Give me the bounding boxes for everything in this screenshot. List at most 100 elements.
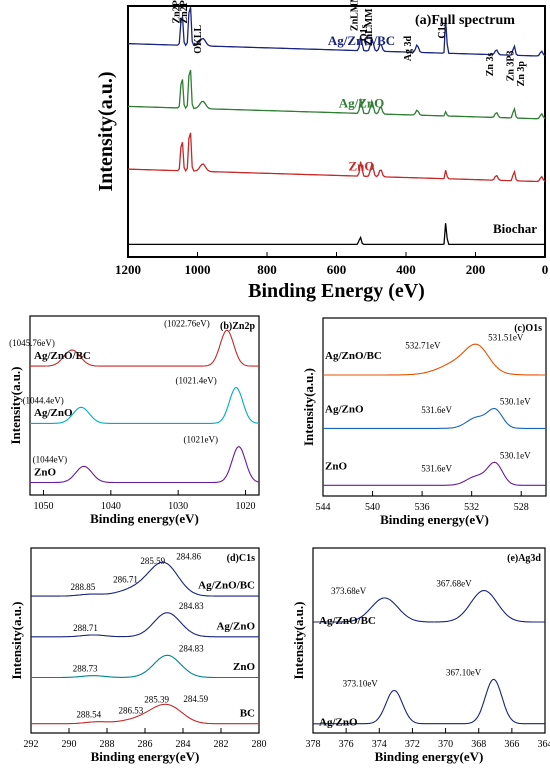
series-label-Ag/ZnO: Ag/ZnO xyxy=(325,403,364,415)
peak-label: Zn 3s xyxy=(485,53,496,77)
series-line-Biochar xyxy=(128,223,545,246)
x-tick-label: 378 xyxy=(306,739,321,750)
peak-label: O1s xyxy=(359,24,370,41)
x-tick-label: 800 xyxy=(257,262,277,277)
x-tick-label: 1020 xyxy=(236,501,256,512)
peak-label: 531.51eV xyxy=(488,333,524,343)
x-axis-label: Binding energy(eV) xyxy=(91,749,200,764)
series-label-BC: BC xyxy=(240,707,255,719)
series-line-Ag/ZnO/BC xyxy=(31,561,259,597)
peak-label: Ag 3d xyxy=(403,35,414,61)
series-line-ZnO xyxy=(31,654,259,679)
x-tick-label: 536 xyxy=(415,502,430,513)
series-line-ZnO xyxy=(323,461,546,486)
peak-label: Zn2P1 xyxy=(171,0,182,24)
x-tick-label: 400 xyxy=(396,262,416,277)
x-tick-label: 1030 xyxy=(168,501,188,512)
x-tick-label: 368 xyxy=(471,739,486,750)
peak-label: 367.10eV xyxy=(446,667,482,677)
x-axis-label: Binding Energy (eV) xyxy=(248,280,425,302)
x-tick-label: 0 xyxy=(542,262,549,277)
peak-label: 288.54 xyxy=(76,710,101,720)
peak-label: 530.1eV xyxy=(500,397,531,407)
x-tick-label: 292 xyxy=(24,739,39,750)
peak-label: (1044.4eV) xyxy=(23,395,64,405)
x-tick-label: 374 xyxy=(372,739,387,750)
series-line-Ag/ZnO xyxy=(30,387,260,424)
chart-title: (a)Full spectrum xyxy=(415,13,515,28)
series-line-Ag/ZnO xyxy=(323,407,546,429)
series-label-Ag/ZnO/BC: Ag/ZnO/BC xyxy=(319,615,376,627)
peak-label: ZnLMM xyxy=(364,8,375,46)
peak-label: 530.1eV xyxy=(500,450,531,460)
series-label-ZnO: ZnO xyxy=(325,460,347,472)
chart-title: (e)Ag3d xyxy=(507,553,541,564)
y-axis-label: Intensity(a.u.) xyxy=(95,71,117,191)
series-label-Ag/ZnO/BC: Ag/ZnO/BC xyxy=(34,350,91,362)
peak-label: 285.59 xyxy=(140,556,165,566)
peak-label: 286.53 xyxy=(119,705,144,715)
series-label-Ag/ZnO: Ag/ZnO xyxy=(216,620,255,632)
x-axis-label: Binding energy(eV) xyxy=(380,512,489,527)
x-tick-label: 540 xyxy=(365,502,380,513)
y-axis-label: Intensity(a.u.) xyxy=(301,368,316,446)
x-tick-label: 1040 xyxy=(101,501,121,512)
peak-label: 284.83 xyxy=(179,601,204,611)
panel-3: 544 540 536 532 528 Ag/ZnO/BC Ag/ZnO ZnO (c)O1s B… xyxy=(301,317,547,527)
x-tick-label: 1000 xyxy=(185,262,211,277)
peak-label: Zn 3P3 xyxy=(506,50,517,81)
x-tick-label: 280 xyxy=(252,739,267,750)
peak-label: 286.71 xyxy=(113,575,138,585)
chart-title: (d)C1s xyxy=(227,553,255,564)
peak-label: 531.6eV xyxy=(421,463,452,473)
x-tick-label: 532 xyxy=(464,502,479,513)
series-label-Ag/ZnO/BC: Ag/ZnO/BC xyxy=(328,33,395,48)
series-line-BC xyxy=(31,703,259,725)
peak-label: 285.39 xyxy=(144,694,169,704)
series-label-Ag/ZnO: Ag/ZnO xyxy=(34,407,73,419)
peak-label: Zn2P3 xyxy=(179,0,190,24)
series-line-Ag/ZnO xyxy=(313,678,545,725)
y-axis-label: Intensity(a.u.) xyxy=(9,601,24,679)
series-line-ZnO xyxy=(128,132,546,183)
panel-5: 378 376 374 372 370 368 366 364 Ag/ZnO/BC Ag/ZnO (… xyxy=(291,547,550,764)
x-tick-label: 286 xyxy=(138,739,153,750)
plot-frame xyxy=(322,317,547,497)
peak-label: 288.71 xyxy=(73,623,98,633)
series-label-ZnO: ZnO xyxy=(233,661,255,673)
series-label-ZnO: ZnO xyxy=(349,158,375,173)
x-tick-label: 290 xyxy=(62,739,77,750)
peak-label: 532.71eV xyxy=(405,341,441,351)
x-tick-label: 200 xyxy=(466,262,486,277)
peak-label: 373.10eV xyxy=(343,678,379,688)
peak-label: Zn 3p xyxy=(516,61,527,87)
y-axis-label: Intensity(a.u.) xyxy=(291,601,306,679)
panel-2: 1050 1040 1030 1020 Ag/ZnO/BC Ag/ZnO ZnO (b)Zn2… xyxy=(8,315,260,526)
peak-label: ZnLMM xyxy=(349,0,360,31)
panel-1: 1200 1000 800 600 400 200 0 Ag/ZnO/BC Ag/ZnO ZnO B… xyxy=(95,0,548,302)
peak-label: (1044eV) xyxy=(33,454,68,464)
series-label-ZnO: ZnO xyxy=(34,466,56,478)
x-tick-label: 364 xyxy=(538,739,550,750)
peak-label: 367.68eV xyxy=(436,579,472,589)
peak-label: 288.73 xyxy=(73,664,98,674)
series-line-Ag/ZnO/BC xyxy=(30,329,259,367)
peak-label: 284.86 xyxy=(176,551,201,561)
plot-frame xyxy=(312,547,546,734)
peak-label: (1021.4eV) xyxy=(175,376,216,386)
x-tick-label: 1200 xyxy=(115,262,141,277)
peak-label: 531.6eV xyxy=(421,405,452,415)
series-line-Ag/ZnO xyxy=(128,69,546,120)
peak-label: OKLL xyxy=(193,24,204,53)
x-tick-label: 370 xyxy=(438,739,453,750)
series-line-Ag/ZnO xyxy=(31,612,259,638)
peak-label: 373.68eV xyxy=(331,586,367,596)
plot-frame xyxy=(29,315,260,496)
series-line-Ag/ZnO/BC xyxy=(323,343,546,376)
x-tick-label: 600 xyxy=(327,262,347,277)
series-label-Ag/ZnO/BC: Ag/ZnO/BC xyxy=(198,580,255,592)
x-tick-label: 282 xyxy=(214,739,229,750)
series-line-Ag/ZnO/BC xyxy=(313,590,545,623)
series-line-ZnO xyxy=(30,446,260,484)
